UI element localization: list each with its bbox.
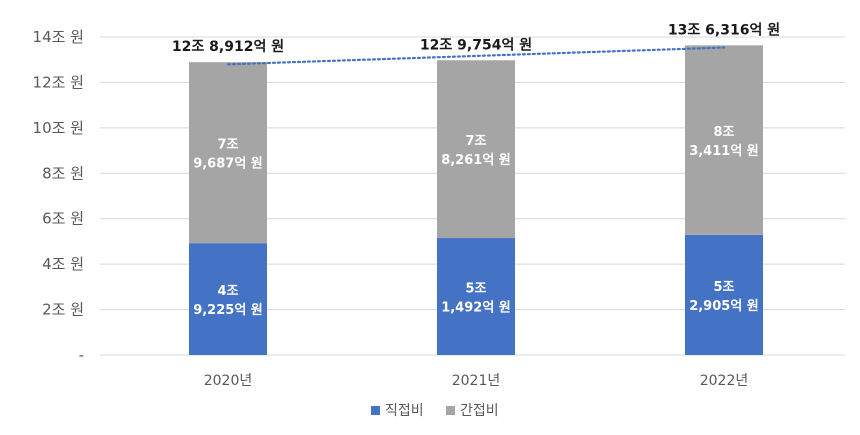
y-tick-label: 4조 원	[42, 255, 84, 273]
segment-label: 9,687억 원	[193, 157, 263, 172]
x-tick-label: 2020년	[204, 373, 253, 389]
segment-label: 5조	[713, 280, 734, 295]
y-tick-label: 6조 원	[42, 210, 84, 228]
segment-label: 3,411억 원	[689, 144, 759, 159]
x-tick-label: 2022년	[700, 373, 749, 389]
bar-segment	[437, 238, 515, 355]
segment-label: 7조	[465, 134, 486, 149]
segment-label: 7조	[217, 138, 238, 153]
y-tick-label: 2조 원	[42, 301, 84, 319]
legend-swatch	[446, 406, 455, 415]
y-tick-label: 8조 원	[42, 164, 84, 182]
legend-swatch	[371, 406, 380, 415]
trendline	[226, 46, 726, 66]
bar-segment	[189, 62, 267, 244]
segment-label: 4조	[217, 284, 238, 299]
segment-label: 1,492억 원	[441, 301, 511, 316]
bar-segment	[685, 45, 763, 235]
x-tick-label: 2021년	[452, 373, 501, 389]
y-tick-label: 10조 원	[33, 119, 84, 137]
segment-label: 2,905억 원	[689, 299, 759, 314]
legend-label: 간접비	[460, 403, 499, 419]
legend-label: 직접비	[385, 403, 424, 419]
y-tick-label: 12조 원	[33, 73, 84, 91]
y-tick-label: 14조 원	[33, 28, 84, 46]
segment-label: 5조	[465, 282, 486, 297]
bar-segment	[685, 234, 763, 355]
total-label: 12조 9,754억 원	[420, 37, 532, 53]
segment-label: 8,261억 원	[441, 153, 511, 168]
bar-segment	[437, 60, 515, 239]
segment-label: 8조	[713, 125, 734, 140]
segment-label: 9,225억 원	[193, 303, 263, 318]
bar-segment	[189, 243, 267, 355]
total-label: 12조 8,912억 원	[172, 39, 284, 55]
total-label: 13조 6,316억 원	[668, 22, 780, 38]
y-tick-label: -	[79, 346, 84, 364]
